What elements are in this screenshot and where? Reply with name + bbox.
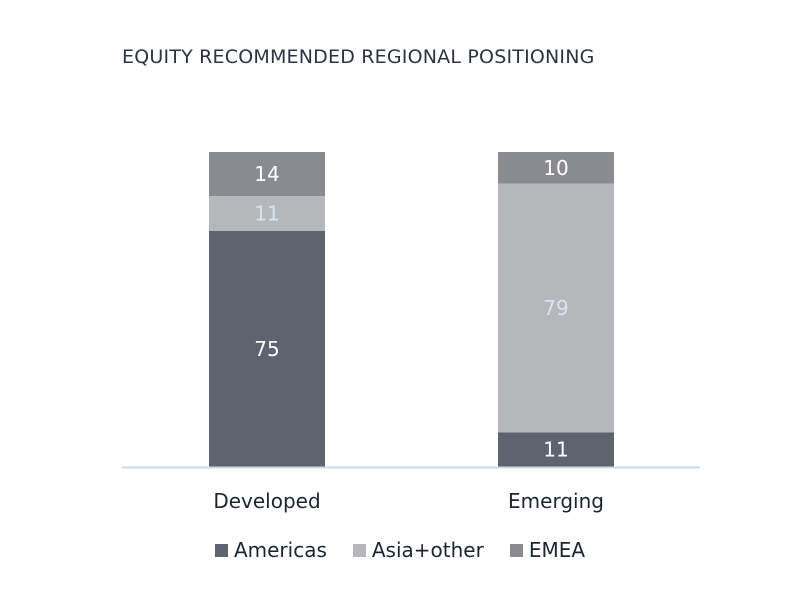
legend-swatch [352,543,366,557]
chart-legend: Americas Asia+other EMEA [0,538,800,562]
data-label-developed-asia-other: 11 [254,201,279,225]
bar-segment-developed-emea [209,152,325,197]
legend-item-americas: Americas [214,538,327,562]
data-label-developed-americas: 75 [254,337,279,361]
bar-segment-emerging-asia-other [498,183,614,433]
data-label-emerging-asia-other: 79 [543,296,568,320]
data-label-developed-emea: 14 [254,162,279,186]
legend-item-emea: EMEA [509,538,586,562]
data-label-emerging-emea: 10 [543,156,568,180]
bar-segment-developed-asia-other [209,196,325,231]
data-label-emerging-americas: 11 [543,438,568,462]
legend-label: Asia+other [371,538,484,562]
bar-segment-developed-americas [209,230,325,467]
legend-swatch [509,543,523,557]
chart-title: EQUITY RECOMMENDED REGIONAL POSITIONING [122,46,595,68]
legend-label: Americas [233,538,327,562]
legend-label: EMEA [528,538,586,562]
bar-segment-emerging-americas [498,432,614,467]
legend-item-asia-other: Asia+other [352,538,484,562]
bar-segment-emerging-emea [498,152,614,184]
category-label-emerging: Emerging [508,489,604,513]
category-label-developed: Developed [213,489,320,513]
legend-swatch [214,543,228,557]
